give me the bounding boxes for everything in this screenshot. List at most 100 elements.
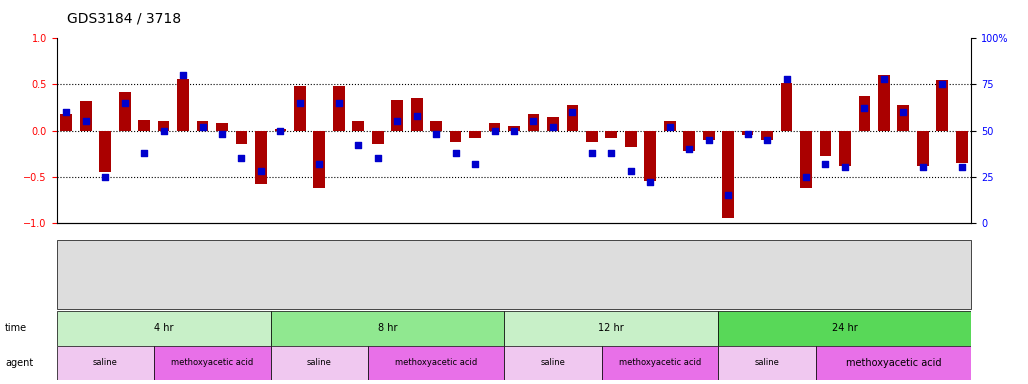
Bar (684, 131, 695, 151)
Point (97, 174, 113, 180)
Point (253, 168, 269, 174)
Text: GSM253548: GSM253548 (550, 243, 555, 281)
Bar (154, 346, 270, 380)
Point (506, 127, 522, 134)
Bar (100, 131, 111, 172)
Point (525, 118, 542, 124)
Bar (61, 114, 72, 131)
Bar (761, 131, 773, 140)
Text: GSM253568: GSM253568 (258, 243, 263, 281)
Text: GSM253566: GSM253566 (570, 243, 575, 281)
Bar (57, 311, 270, 346)
Point (603, 150, 620, 156)
Text: GSM253534: GSM253534 (395, 243, 400, 281)
Text: GSM253535: GSM253535 (628, 243, 633, 281)
Bar (703, 131, 714, 140)
Text: GSM253570: GSM253570 (589, 243, 594, 281)
Text: GSM253544: GSM253544 (317, 243, 322, 281)
Text: GSM253559: GSM253559 (492, 243, 497, 281)
Bar (742, 131, 754, 135)
Text: GSM253573: GSM253573 (823, 243, 828, 281)
Bar (601, 346, 719, 380)
Text: GSM253575: GSM253575 (940, 243, 945, 281)
Bar (816, 346, 971, 380)
Bar (819, 131, 832, 156)
Bar (605, 131, 617, 138)
Bar (878, 75, 889, 131)
Bar (216, 123, 228, 131)
Point (915, 164, 931, 170)
Point (486, 127, 503, 134)
Text: GSM253567: GSM253567 (804, 243, 808, 281)
Point (798, 174, 814, 180)
Text: GSM253563: GSM253563 (706, 243, 711, 281)
Bar (566, 105, 578, 131)
Text: GSM253536: GSM253536 (861, 243, 867, 281)
Bar (956, 131, 967, 163)
Point (467, 161, 483, 167)
Text: saline: saline (541, 358, 565, 367)
Bar (508, 126, 520, 131)
Text: GSM253556: GSM253556 (356, 243, 361, 281)
Text: GSM253565: GSM253565 (375, 243, 380, 281)
Text: GSM253555: GSM253555 (336, 243, 341, 281)
Text: 24 hr: 24 hr (832, 323, 857, 333)
Point (136, 150, 152, 156)
Text: GSM253547: GSM253547 (531, 243, 536, 281)
Text: GSM253551: GSM253551 (765, 243, 770, 281)
Bar (274, 129, 286, 131)
Text: time: time (5, 323, 28, 333)
Point (564, 109, 581, 115)
Text: GSM253576: GSM253576 (959, 243, 964, 281)
Point (447, 150, 464, 156)
Bar (586, 131, 597, 142)
Point (155, 127, 172, 134)
Point (778, 76, 795, 82)
Text: GSM253571: GSM253571 (609, 243, 614, 281)
Bar (505, 311, 719, 346)
Point (720, 192, 736, 198)
Bar (858, 96, 871, 131)
Bar (372, 131, 383, 144)
Bar (353, 121, 364, 131)
Text: GSM253572: GSM253572 (726, 243, 731, 281)
Bar (625, 131, 636, 147)
Text: GSM253538: GSM253538 (181, 243, 186, 281)
Bar (139, 119, 150, 131)
Point (856, 105, 873, 111)
Text: GSM253562: GSM253562 (103, 243, 108, 281)
Bar (505, 346, 601, 380)
Point (759, 137, 775, 143)
Text: methoxyacetic acid: methoxyacetic acid (171, 358, 253, 367)
Text: GSM253554: GSM253554 (920, 243, 925, 281)
Point (77, 118, 94, 124)
Text: GSM253546: GSM253546 (434, 243, 439, 281)
Text: GDS3184 / 3718: GDS3184 / 3718 (67, 12, 181, 25)
Point (331, 100, 347, 106)
Text: saline: saline (307, 358, 332, 367)
Bar (392, 100, 403, 131)
Text: GSM253550: GSM253550 (648, 243, 653, 281)
Bar (897, 105, 909, 131)
Text: 4 hr: 4 hr (154, 323, 174, 333)
Text: agent: agent (5, 358, 33, 368)
Bar (294, 86, 305, 131)
Bar (450, 131, 462, 142)
Bar (645, 131, 656, 181)
Point (954, 164, 970, 170)
Text: GSM253533: GSM253533 (161, 243, 167, 281)
Bar (57, 346, 154, 380)
Bar (937, 80, 948, 131)
Bar (196, 121, 209, 131)
Bar (780, 83, 793, 131)
Point (194, 124, 211, 130)
Text: GSM253541: GSM253541 (220, 243, 224, 281)
Bar (270, 346, 368, 380)
Bar (488, 123, 501, 131)
Bar (411, 98, 423, 131)
Point (292, 100, 308, 106)
Point (311, 161, 328, 167)
Bar (719, 346, 816, 380)
Text: methoxyacetic acid: methoxyacetic acid (619, 358, 701, 367)
Point (817, 161, 834, 167)
